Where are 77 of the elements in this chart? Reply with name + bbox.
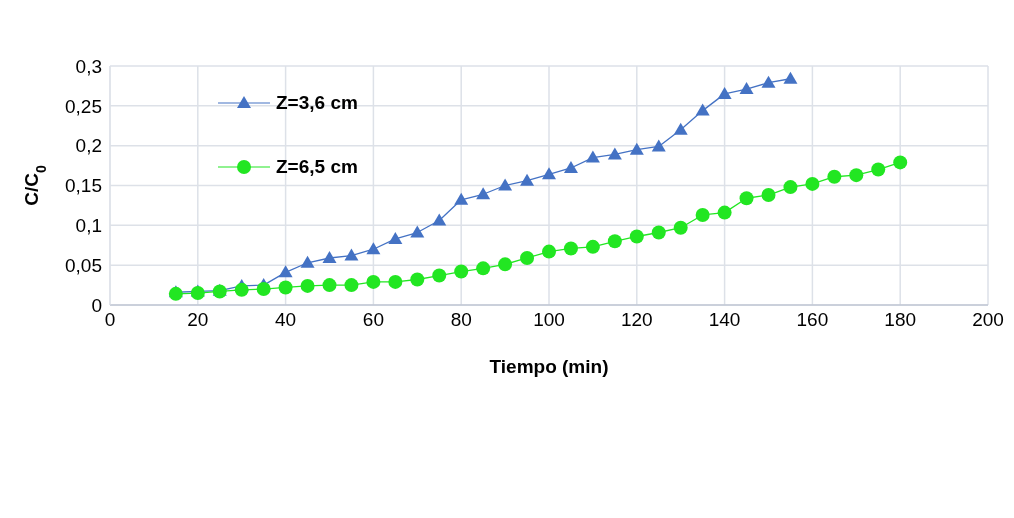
point — [344, 248, 359, 261]
y-tick-label: 0,1 — [75, 215, 102, 237]
point — [739, 82, 754, 95]
x-tick-label: 40 — [275, 309, 297, 331]
point — [585, 150, 600, 163]
point — [563, 160, 578, 173]
y-tick-label: 0,05 — [65, 254, 102, 276]
y-tick-label: 0,25 — [65, 95, 102, 117]
x-tick-label: 140 — [708, 309, 741, 331]
point — [673, 122, 688, 135]
point — [607, 234, 622, 249]
point — [454, 264, 469, 279]
point — [410, 272, 425, 287]
point — [388, 274, 403, 289]
x-tick-label: 60 — [362, 309, 384, 331]
y-tick-label: 0,2 — [75, 135, 102, 157]
point — [827, 169, 842, 184]
point — [607, 147, 622, 160]
point — [629, 229, 644, 244]
point — [344, 278, 359, 293]
point — [542, 244, 556, 259]
point — [300, 278, 315, 293]
x-axis-title: Tiempo (min) — [489, 356, 609, 377]
x-tick-label: 200 — [972, 309, 1004, 331]
point — [278, 280, 293, 295]
point — [651, 225, 666, 240]
point — [322, 251, 337, 263]
point — [432, 268, 447, 283]
point — [761, 188, 776, 203]
x-tick-label: 20 — [187, 309, 209, 331]
point — [476, 261, 491, 276]
point — [717, 86, 732, 99]
point — [388, 231, 403, 244]
point — [190, 286, 205, 301]
point — [322, 278, 337, 293]
point — [410, 225, 425, 238]
point — [673, 220, 688, 235]
point — [585, 239, 600, 254]
point — [695, 207, 710, 222]
point — [476, 187, 491, 200]
point — [629, 142, 644, 155]
y-tick-label: 0 — [91, 294, 102, 316]
x-tick-label: 160 — [796, 309, 829, 331]
point — [366, 274, 381, 289]
point — [783, 180, 798, 195]
point — [739, 191, 754, 206]
point — [871, 162, 886, 177]
x-tick-label: 80 — [450, 309, 472, 331]
y-tick-label: 0,15 — [65, 175, 102, 197]
point — [520, 251, 535, 265]
point — [695, 103, 710, 116]
x-tick-label: 0 — [104, 309, 116, 331]
point — [234, 282, 249, 297]
point — [805, 176, 820, 191]
x-tick-label: 120 — [620, 309, 653, 331]
point — [783, 71, 798, 84]
point — [498, 257, 513, 272]
point — [717, 205, 732, 220]
point — [651, 139, 666, 152]
point — [542, 167, 556, 180]
point — [520, 173, 535, 186]
point — [761, 75, 776, 88]
point — [498, 178, 513, 191]
point — [432, 213, 447, 226]
point — [278, 265, 293, 278]
point — [366, 242, 381, 255]
point — [300, 255, 315, 268]
point — [454, 192, 469, 205]
x-tick-label: 100 — [533, 309, 565, 331]
legend-label: Z=6,5 cm — [276, 156, 358, 178]
point — [563, 241, 578, 256]
point — [849, 168, 864, 183]
y-tick-label: 0,3 — [75, 55, 102, 77]
x-tick-label: 180 — [884, 309, 917, 331]
point — [893, 155, 908, 170]
point — [256, 282, 271, 297]
legend-label: Z=3,6 cm — [276, 92, 358, 114]
